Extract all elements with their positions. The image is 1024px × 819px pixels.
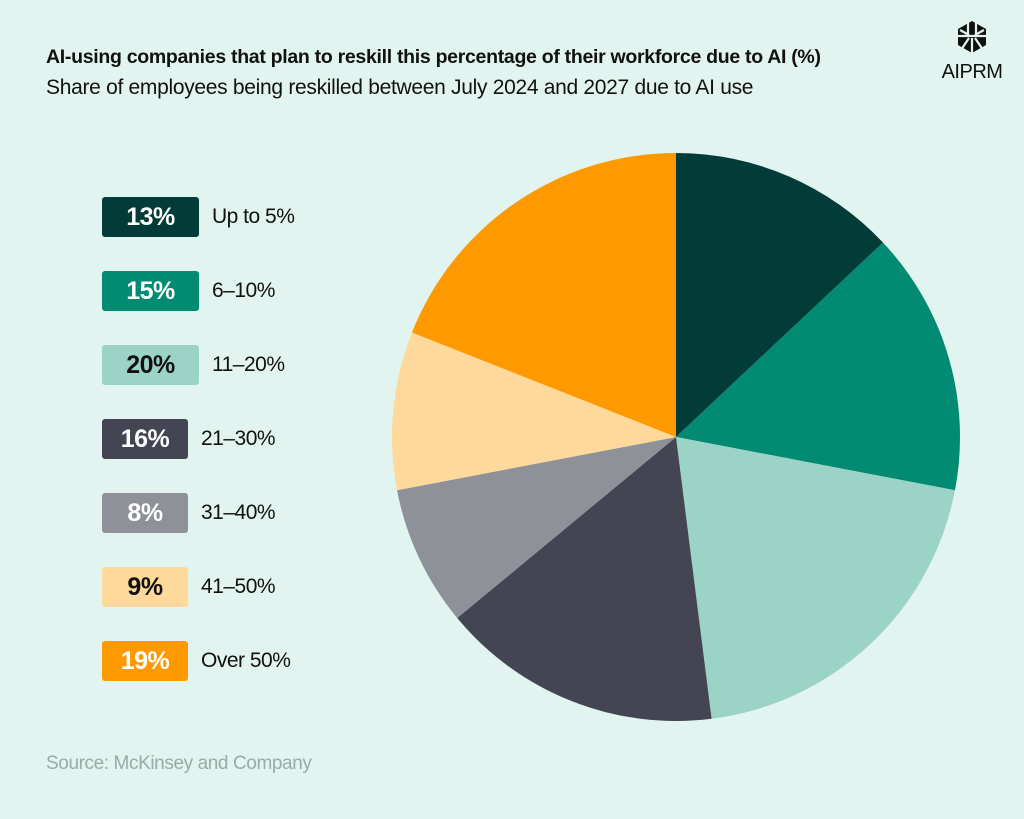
legend-label: 41–50% [201, 575, 276, 598]
pie-slice-2 [676, 437, 955, 719]
legend-value-badge: 9% [102, 567, 188, 607]
legend-label: 31–40% [201, 501, 276, 524]
chart-subtitle: Share of employees being reskilled betwe… [46, 76, 754, 99]
legend-item: 19% Over 50% [102, 640, 291, 682]
pie-slice-3 [457, 437, 712, 721]
legend-item: 15% 6–10% [102, 270, 275, 312]
pie-slice-4 [397, 437, 676, 619]
legend-label: Up to 5% [212, 205, 295, 228]
legend-value-badge: 13% [102, 197, 199, 237]
aiprm-logo: AIPRM [940, 20, 1004, 84]
pie-slice-1 [676, 242, 960, 491]
pie-slice-6 [411, 153, 676, 437]
legend-item: 9% 41–50% [102, 566, 276, 608]
legend-value-badge: 20% [102, 345, 199, 385]
pie-slice-5 [392, 332, 676, 491]
legend-item: 13% Up to 5% [102, 196, 295, 238]
legend-item: 16% 21–30% [102, 418, 276, 460]
legend-label: 21–30% [201, 427, 276, 450]
logo-text: AIPRM [941, 61, 1003, 83]
legend-value-badge: 15% [102, 271, 199, 311]
pie-slice-0 [676, 153, 884, 437]
aiprm-logo-icon [958, 21, 986, 54]
legend-value-badge: 16% [102, 419, 188, 459]
legend-label: 11–20% [212, 353, 285, 376]
legend-item: 8% 31–40% [102, 492, 276, 534]
legend-label: 6–10% [212, 279, 275, 302]
legend-value-badge: 8% [102, 493, 188, 533]
legend-value-badge: 19% [102, 641, 188, 681]
legend-label: Over 50% [201, 649, 291, 672]
chart-title: AI-using companies that plan to reskill … [46, 46, 821, 68]
legend-item: 20% 11–20% [102, 344, 285, 386]
source-note: Source: McKinsey and Company [46, 753, 312, 774]
